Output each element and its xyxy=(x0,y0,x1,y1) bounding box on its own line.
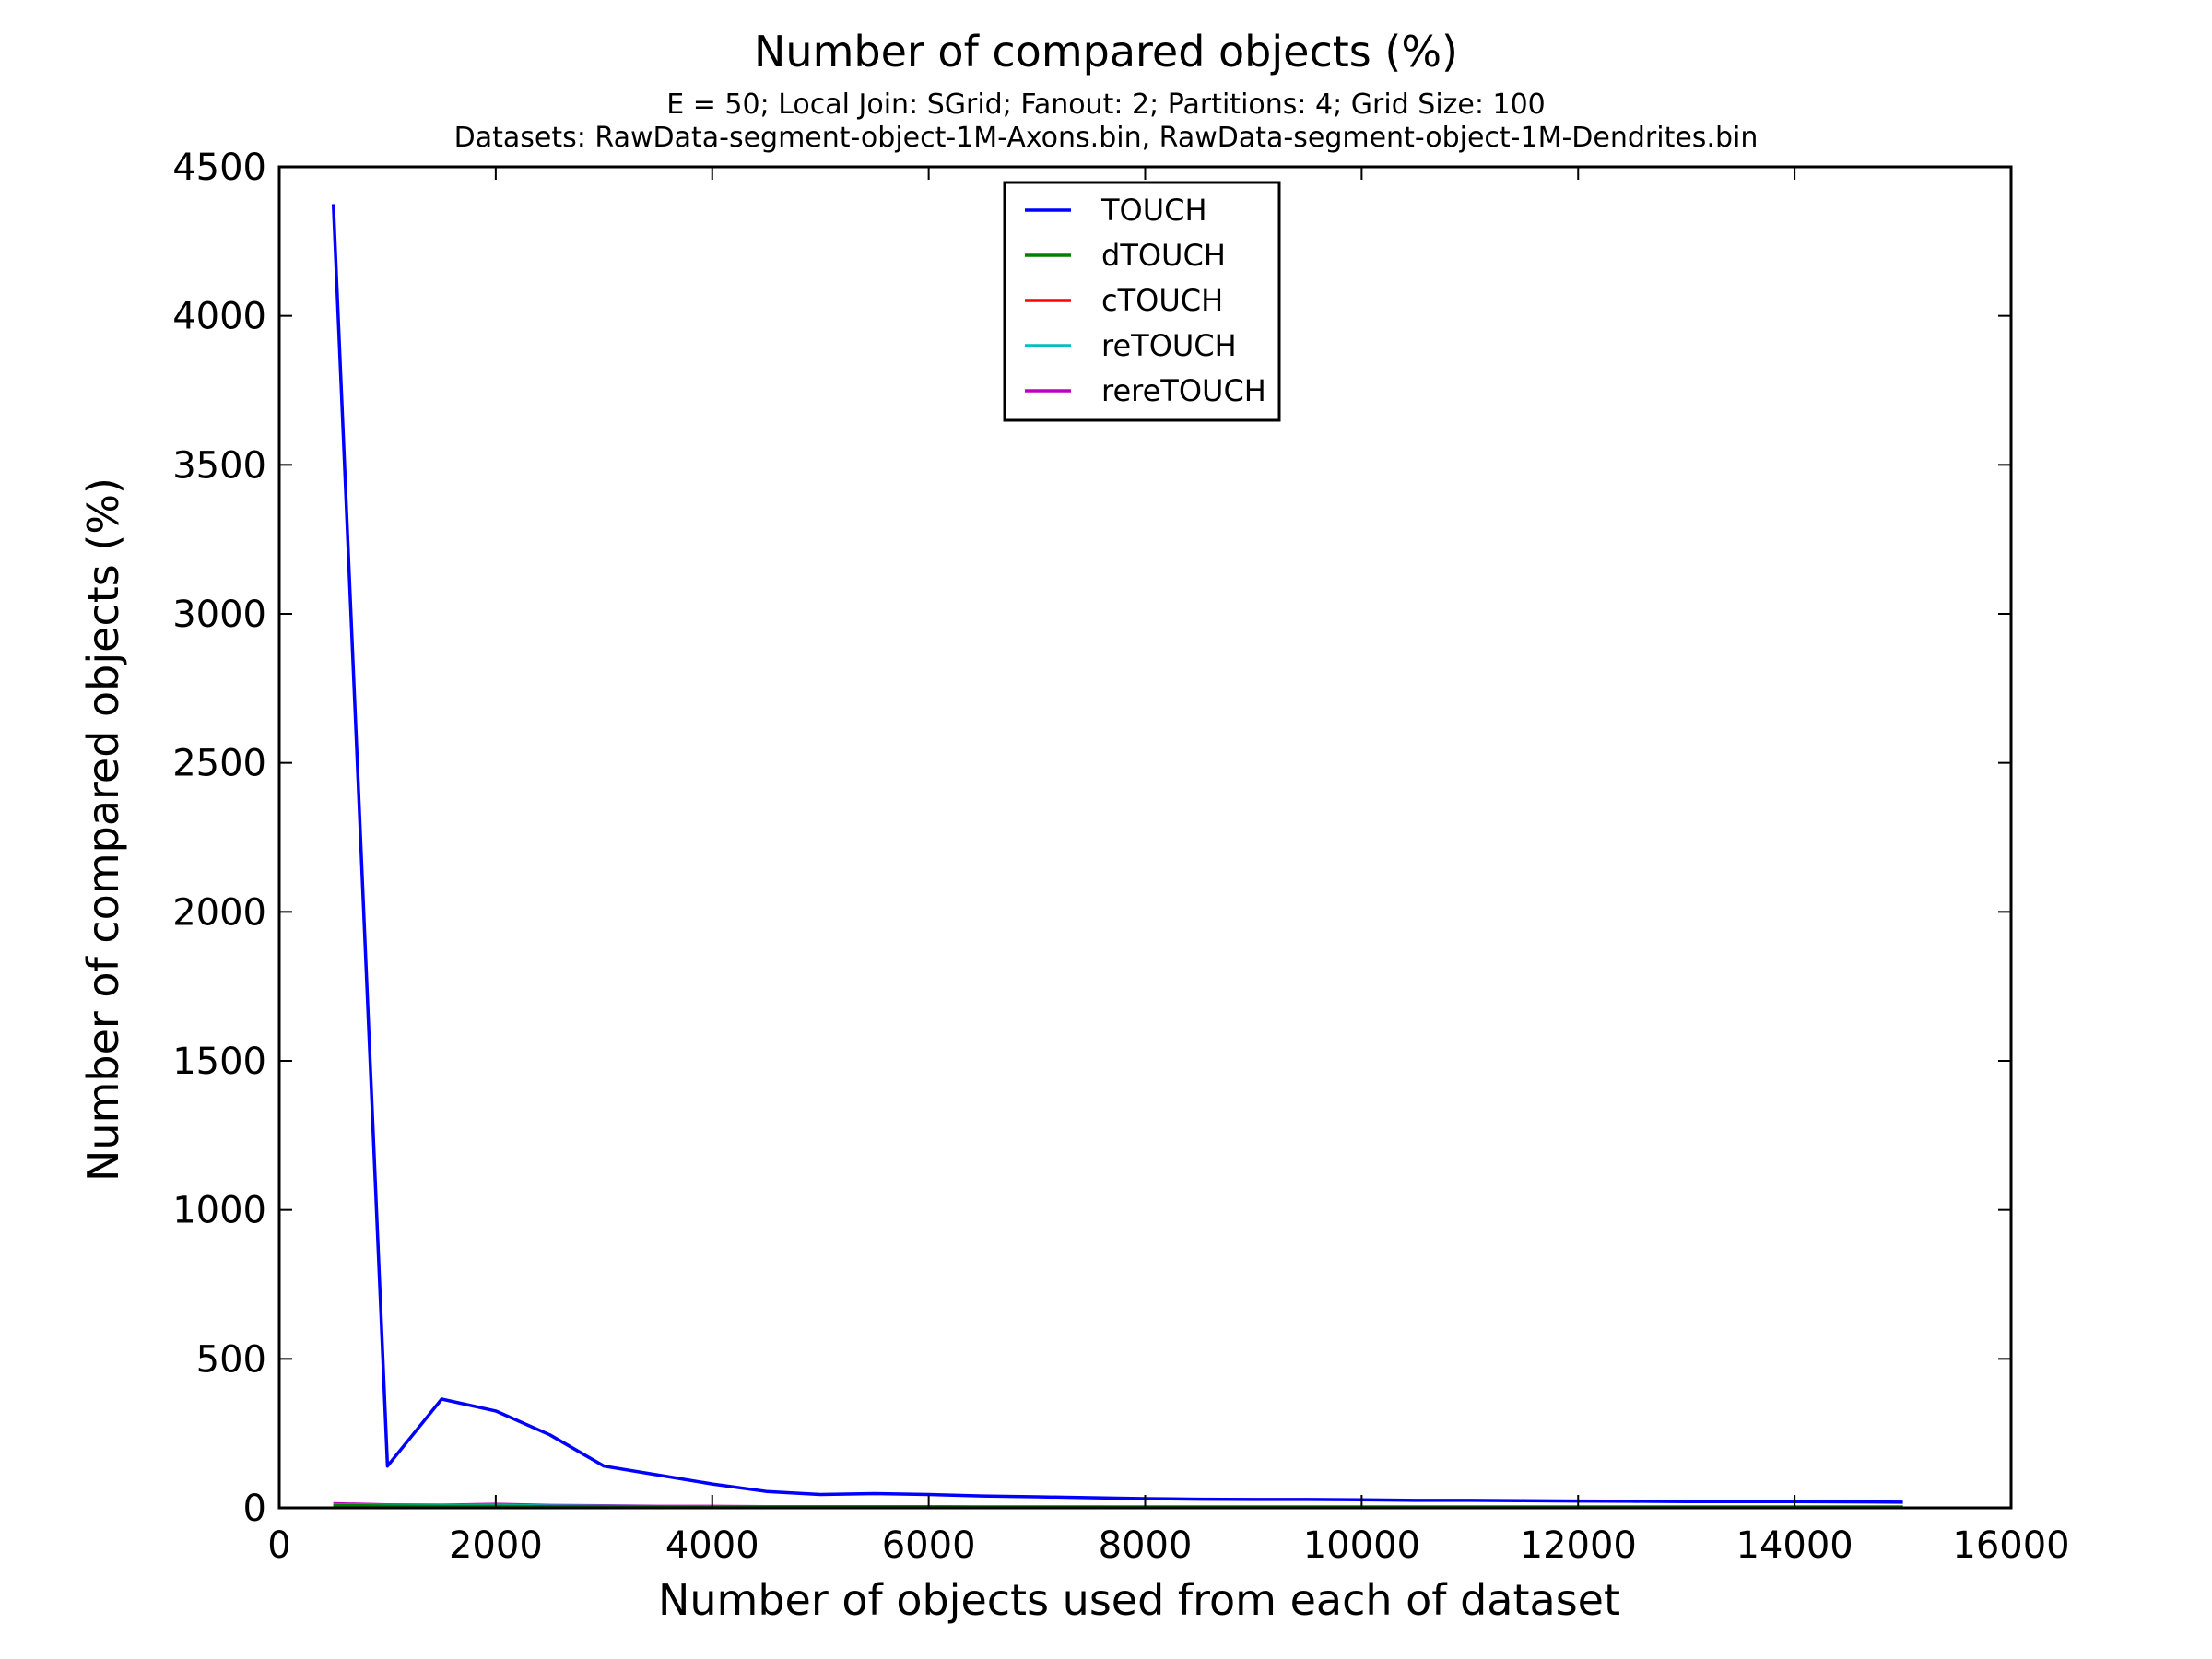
y-tick-label: 2500 xyxy=(172,743,266,785)
legend: TOUCH dTOUCH cTOUCH reTOUCH rereTOUCH xyxy=(1003,181,1281,422)
y-tick-label: 3500 xyxy=(172,444,266,487)
y-tick-label: 500 xyxy=(196,1338,266,1381)
y-tick-label: 1000 xyxy=(172,1190,266,1232)
x-tick-label: 14000 xyxy=(1736,1524,1853,1567)
chart-subtitle-line-2: Datasets: RawData-segment-object-1M-Axon… xyxy=(454,122,1759,154)
chart-subtitle-line-1: E = 50; Local Join: SGrid; Fanout: 2; Pa… xyxy=(666,88,1546,121)
y-axis-ticks: 0 500 1000 1500 2000 2500 3000 3500 4000 4500 xyxy=(172,147,2011,1530)
x-axis-ticks: 0 2000 4000 6000 8000 10000 12000 14000 16000 xyxy=(267,167,2070,1567)
y-tick-label: 0 xyxy=(243,1488,266,1530)
legend-label-reretouch: rereTOUCH xyxy=(1101,373,1266,408)
chart-title: Number of compared objects (%) xyxy=(754,27,1458,76)
y-axis-label: Number of compared objects (%) xyxy=(78,477,128,1182)
legend-label-dtouch: dTOUCH xyxy=(1101,238,1226,273)
y-tick-label: 4000 xyxy=(172,296,266,338)
x-tick-label: 12000 xyxy=(1520,1524,1637,1567)
y-tick-label: 2000 xyxy=(172,891,266,934)
legend-label-touch: TOUCH xyxy=(1100,193,1207,228)
y-tick-label: 4500 xyxy=(172,147,266,189)
y-tick-label: 1500 xyxy=(172,1041,266,1083)
legend-label-ctouch: cTOUCH xyxy=(1101,283,1223,318)
x-axis-label: Number of objects used from each of data… xyxy=(658,1575,1620,1625)
legend-label-retouch: reTOUCH xyxy=(1101,328,1237,363)
x-tick-label: 8000 xyxy=(1099,1524,1193,1567)
x-tick-label: 10000 xyxy=(1303,1524,1420,1567)
series-line-touch xyxy=(331,204,1903,1504)
x-tick-label: 16000 xyxy=(1952,1524,2069,1567)
y-tick-label: 3000 xyxy=(172,594,266,636)
x-tick-label: 2000 xyxy=(449,1524,543,1567)
x-tick-label: 6000 xyxy=(882,1524,976,1567)
x-tick-label: 4000 xyxy=(665,1524,759,1567)
x-tick-label: 0 xyxy=(267,1524,290,1567)
